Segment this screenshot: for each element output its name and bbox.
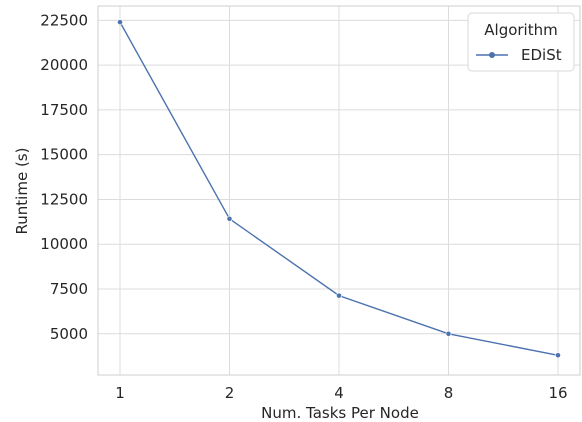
y-tick-label: 7500 bbox=[50, 280, 88, 298]
x-tick-label: 8 bbox=[444, 384, 454, 402]
grid bbox=[98, 6, 580, 375]
x-axis-ticks: 1 2 4 8 16 bbox=[115, 384, 567, 402]
data-point bbox=[336, 292, 342, 299]
data-point bbox=[117, 19, 123, 26]
x-tick-label: 4 bbox=[334, 384, 344, 402]
series-layer bbox=[117, 19, 561, 359]
y-tick-label: 20000 bbox=[40, 56, 88, 74]
x-tick-label: 1 bbox=[115, 384, 125, 402]
x-tick-label: 2 bbox=[225, 384, 235, 402]
data-point bbox=[226, 215, 233, 222]
plot-frame bbox=[97, 5, 581, 376]
legend: Algorithm EDiSt bbox=[467, 12, 575, 72]
y-tick-label: 15000 bbox=[40, 146, 88, 164]
legend-entry-edist: EDiSt bbox=[521, 46, 562, 64]
legend-title: Algorithm bbox=[484, 21, 557, 39]
data-point bbox=[445, 330, 452, 337]
x-axis-label: Num. Tasks Per Node bbox=[261, 404, 419, 422]
x-tick-label: 16 bbox=[548, 384, 567, 402]
data-point bbox=[555, 352, 561, 359]
y-tick-label: 5000 bbox=[50, 325, 88, 343]
y-axis-ticks: 5000 7500 10000 12500 15000 17500 20000 22500 bbox=[40, 11, 88, 342]
legend-swatch-marker bbox=[489, 52, 495, 58]
y-tick-label: 22500 bbox=[40, 11, 88, 29]
y-axis-label: Runtime (s) bbox=[13, 148, 31, 235]
y-tick-label: 10000 bbox=[40, 235, 88, 253]
y-tick-label: 12500 bbox=[40, 190, 88, 208]
y-tick-label: 17500 bbox=[40, 101, 88, 119]
